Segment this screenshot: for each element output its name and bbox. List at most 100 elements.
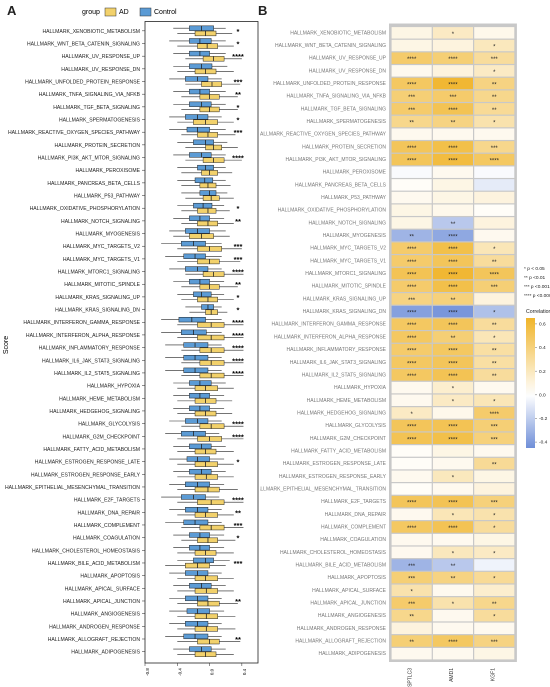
heatmap-cell	[391, 166, 432, 178]
heatmap-cell	[432, 280, 473, 292]
heatmap-cell	[432, 343, 473, 356]
column-label: KGF1	[490, 668, 496, 681]
heatmap-cell	[432, 166, 473, 178]
control-box	[189, 101, 212, 107]
heatmap-cell	[474, 369, 515, 381]
heatmap-cell	[474, 90, 515, 102]
row-label: HALLMARK_WNT_BETA_CATENIN_SIGNALING	[275, 43, 386, 49]
box-row: HALLMARK_G2M_CHECKPOINT ****	[62, 431, 244, 442]
box-row: HALLMARK_SPERMATOGENESIS *	[59, 114, 240, 125]
control-box	[201, 304, 214, 310]
category-label: HALLMARK_TGF_BETA_SIGNALING	[53, 105, 140, 111]
significance-star: **	[235, 508, 241, 517]
heatmap-cell	[391, 647, 432, 660]
colorbar-tick-label: -0.4	[539, 440, 548, 446]
heatmap-row: HALLMARK_APICAL_SURFACE *	[312, 584, 515, 597]
control-box	[189, 50, 210, 57]
control-box	[181, 329, 207, 335]
heatmap-cell	[432, 293, 473, 305]
heatmap-cell	[474, 191, 515, 204]
heatmap-row: HALLMARK_MYC_TARGETS_V2 **** **** *	[310, 242, 515, 254]
box-row: HALLMARK_COAGULATION *	[73, 532, 240, 543]
category-label: HALLMARK_REACTIVE_OXYGEN_SPECIES_PATHWAY	[8, 130, 141, 136]
heatmap-row: HALLMARK_UNFOLDED_PROTEIN_RESPONSE **** **…	[273, 77, 515, 90]
cell-significance: **	[409, 121, 414, 127]
control-box	[199, 190, 217, 196]
heatmap-cell	[474, 571, 515, 584]
control-box	[185, 114, 209, 120]
heatmap-cell	[432, 559, 473, 571]
category-label: HALLMARK_INTERFERON_GAMMA_RESPONSE	[23, 320, 140, 326]
heatmap-cell	[474, 153, 515, 166]
column-label: AMD1	[449, 668, 455, 682]
heatmap-cell	[432, 242, 473, 254]
box-row: HALLMARK_COMPLEMENT ***	[74, 519, 244, 531]
heatmap-cell	[474, 166, 515, 178]
heatmap-cell	[391, 229, 432, 242]
ad-box	[197, 220, 218, 227]
box-row: HALLMARK_DNA_REPAIR **	[78, 507, 241, 518]
box-row: HALLMARK_REACTIVE_OXYGEN_SPECIES_PATHWAY…	[8, 126, 243, 138]
ad-box	[199, 524, 225, 531]
category-label: HALLMARK_HEME_METABOLISM	[59, 396, 140, 402]
control-box	[189, 532, 210, 538]
panel-a-letter: A	[7, 3, 17, 18]
control-box	[193, 291, 212, 297]
ad-box	[197, 258, 220, 265]
heatmap-chart: HALLMARK_XENOBIOTIC_METABOLISM *HALLMARK_…	[260, 23, 550, 687]
heatmap-cell	[391, 179, 432, 191]
box-row: HALLMARK_ESTROGEN_RESPONSE_LATE *	[35, 456, 240, 467]
control-box	[185, 266, 209, 272]
category-label: HALLMARK_PROTEIN_SECRETION	[55, 143, 141, 149]
cell-significance: ***	[491, 57, 499, 63]
control-box	[189, 646, 212, 652]
heatmap-cell	[391, 65, 432, 77]
row-label: HALLMARK_INFLAMMATORY_RESPONSE	[287, 347, 387, 353]
significance-star: ***	[234, 128, 243, 137]
category-label: HALLMARK_CHOLESTEROL_HOMEOSTASIS	[32, 548, 141, 554]
cell-significance: ****	[407, 425, 417, 431]
heatmap-row: HALLMARK_INFLAMMATORY_RESPONSE **** **** **	[287, 343, 515, 356]
cell-significance: *	[493, 311, 496, 317]
row-label: HALLMARK_INTERFERON_GAMMA_RESPONSE	[272, 322, 387, 328]
significance-star: ****	[232, 268, 244, 277]
cell-significance: ****	[448, 374, 458, 380]
row-label: HALLMARK_COAGULATION	[320, 537, 386, 543]
category-label: HALLMARK_WNT_BETA_CATENIN_SIGNALING	[27, 42, 140, 48]
row-label: HALLMARK_GLYCOLYSIS	[325, 423, 386, 429]
heatmap-row: HALLMARK_P53_PATHWAY	[321, 191, 515, 204]
heatmap-row: HALLMARK_ESTROGEN_RESPONSE_EARLY *	[279, 470, 515, 483]
heatmap-cell	[391, 432, 432, 445]
heatmap-row: HALLMARK_G2M_CHECKPOINT **** **** ***	[310, 432, 515, 445]
row-label: HALLMARK_G2M_CHECKPOINT	[310, 436, 386, 442]
significance-legend-entry: * p < 0.05	[524, 266, 545, 272]
cell-significance: ****	[407, 323, 417, 329]
category-label: HALLMARK_ESTROGEN_RESPONSE_LATE	[35, 460, 141, 466]
category-label: HALLMARK_SPERMATOGENESIS	[59, 118, 141, 124]
cell-significance: **	[492, 463, 497, 469]
category-label: HALLMARK_PANCREAS_BETA_CELLS	[47, 181, 140, 187]
heatmap-cell	[474, 305, 515, 318]
cell-significance: **	[451, 577, 456, 583]
row-label: HALLMARK_MYC_TARGETS_V2	[310, 246, 386, 252]
category-label: HALLMARK_UNFOLDED_PROTEIN_RESPONSE	[25, 80, 141, 86]
cell-significance: ****	[448, 260, 458, 266]
cell-significance: *	[452, 513, 455, 519]
category-label: HALLMARK_COAGULATION	[73, 536, 140, 542]
heatmap-cell	[432, 52, 473, 64]
control-box	[185, 507, 209, 513]
control-box	[186, 126, 210, 133]
box-row: HALLMARK_TNFA_SIGNALING_VIA_NFKB **	[39, 88, 241, 100]
box-row: HALLMARK_APOPTOSIS	[80, 570, 234, 581]
cell-significance: *	[452, 399, 455, 405]
category-label: HALLMARK_ADIPOGENESIS	[71, 650, 140, 656]
heatmap-cell	[474, 533, 515, 546]
heatmap-cell	[474, 483, 515, 495]
category-label: HALLMARK_PEROXISOME	[75, 168, 140, 174]
category-label: HALLMARK_G2M_CHECKPOINT	[62, 434, 140, 440]
heatmap-cell	[391, 217, 432, 229]
row-label: HALLMARK_IL2_STAT5_SIGNALING	[302, 372, 386, 378]
heatmap-cell	[432, 508, 473, 521]
row-label: HALLMARK_INTERFERON_ALPHA_RESPONSE	[274, 334, 387, 340]
heatmap-cell	[391, 242, 432, 254]
